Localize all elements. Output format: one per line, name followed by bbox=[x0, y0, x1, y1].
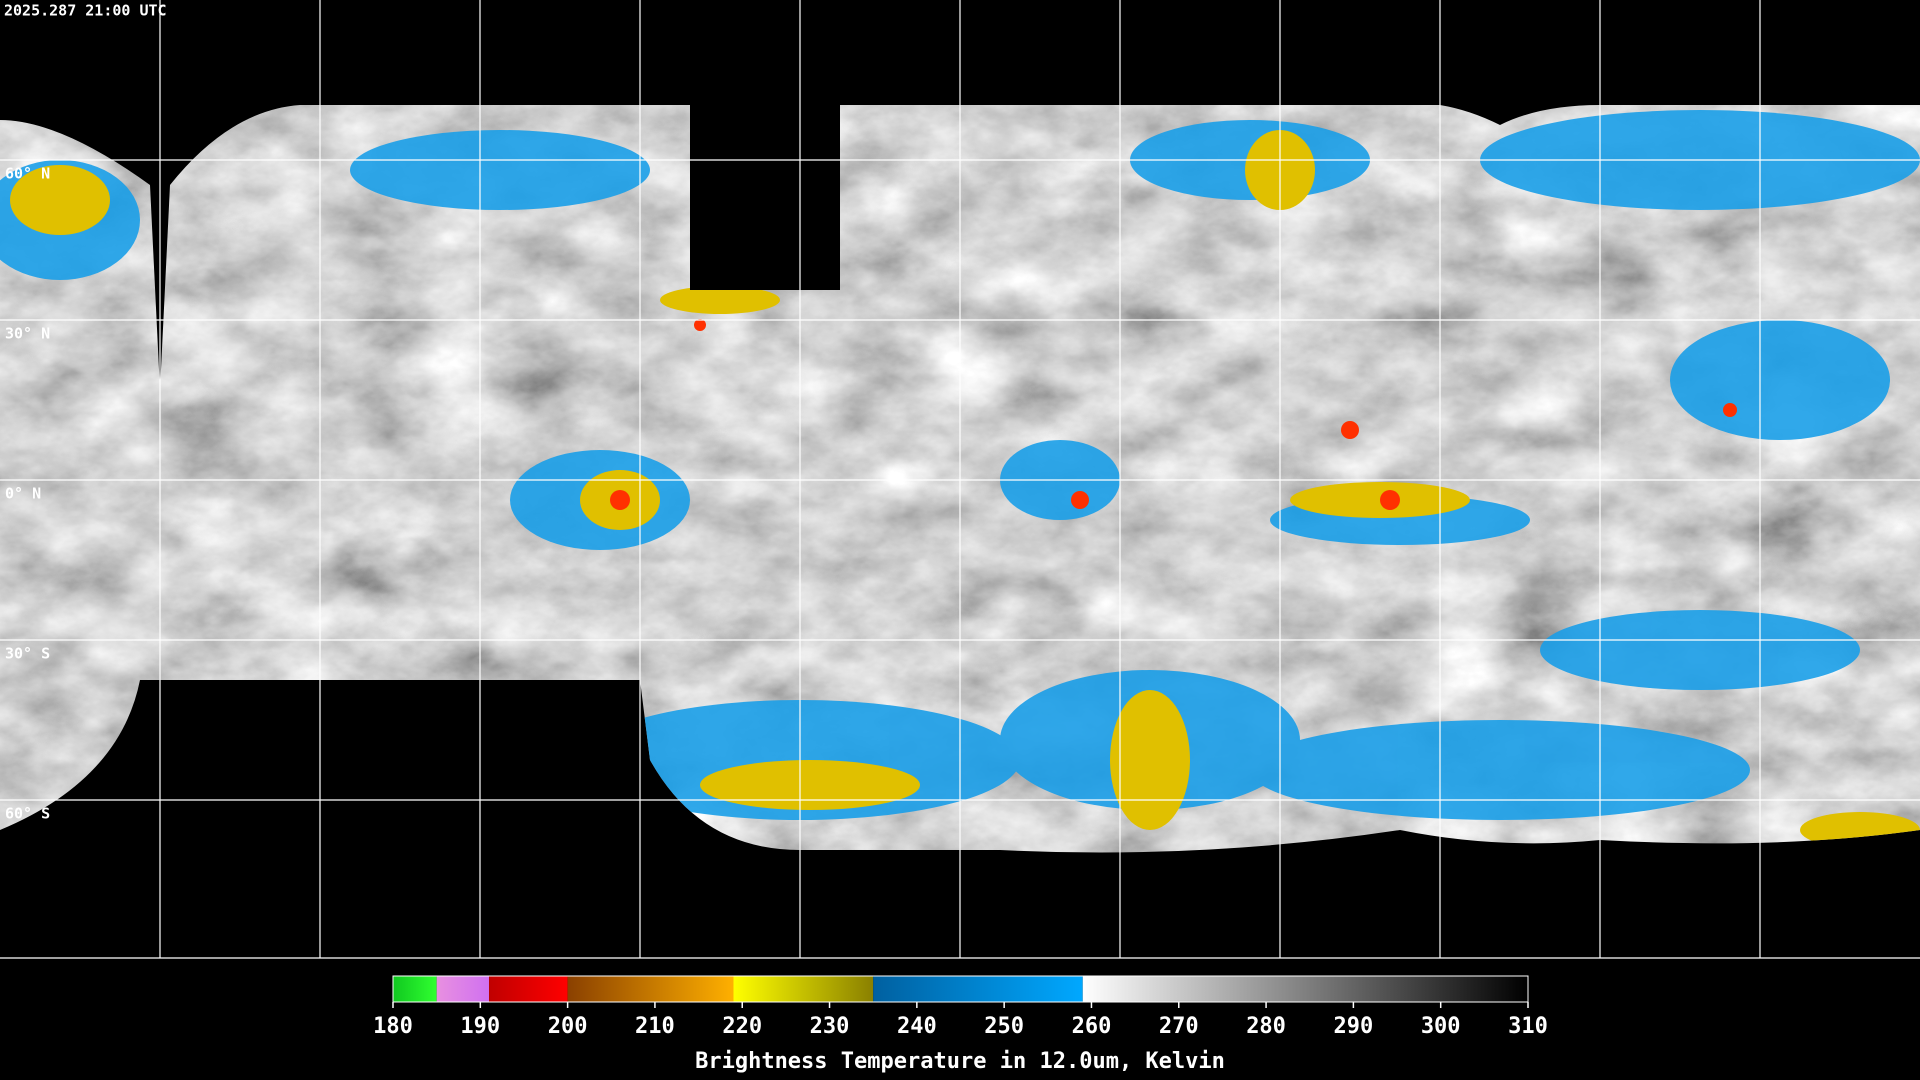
colorbar-tick-label: 180 bbox=[373, 1014, 413, 1039]
colorbar-label: Brightness Temperature in 12.0um, Kelvin bbox=[695, 1049, 1225, 1074]
latitude-label: 30° N bbox=[5, 325, 50, 343]
colorbar: 180 190 200 210 220 230 240 250 260 270 280 290 300 3… bbox=[373, 975, 1548, 1039]
colorbar-frame bbox=[392, 975, 1529, 1003]
colorbar-tick-label: 260 bbox=[1072, 1014, 1112, 1039]
latitude-label: 30° S bbox=[5, 645, 50, 663]
colorbar-segment bbox=[489, 976, 568, 1002]
deep-convection bbox=[610, 319, 1737, 510]
latitude-labels: 60° N 30° N 0° N 30° S 60° S bbox=[5, 165, 50, 823]
colorbar-segment bbox=[733, 976, 874, 1002]
colorbar-tick-label: 310 bbox=[1508, 1014, 1548, 1039]
colorbar-segment bbox=[393, 976, 437, 1002]
colorbar-tick-label: 240 bbox=[897, 1014, 937, 1039]
colorbar-segment bbox=[436, 976, 490, 1002]
latitude-label: 0° N bbox=[5, 485, 41, 503]
timestamp: 2025.287 21:00 UTC bbox=[4, 2, 167, 20]
colorbar-tick-label: 270 bbox=[1159, 1014, 1199, 1039]
colorbar-segment bbox=[567, 976, 734, 1002]
latitude-label: 60° S bbox=[5, 805, 50, 823]
colorbar-segment bbox=[1082, 976, 1528, 1002]
colorbar-tick-label: 300 bbox=[1421, 1014, 1461, 1039]
colorbar-tick-label: 190 bbox=[460, 1014, 500, 1039]
colorbar-tick-label: 210 bbox=[635, 1014, 675, 1039]
colorbar-tick-label: 290 bbox=[1334, 1014, 1374, 1039]
colorbar-segment bbox=[873, 976, 1083, 1002]
colorbar-tick-label: 280 bbox=[1246, 1014, 1286, 1039]
colorbar-tick-label: 200 bbox=[548, 1014, 588, 1039]
graticule bbox=[0, 0, 1920, 959]
colorbar-tick-label: 230 bbox=[810, 1014, 850, 1039]
colorbar-tick-label: 220 bbox=[722, 1014, 762, 1039]
colorbar-tick-label: 250 bbox=[984, 1014, 1024, 1039]
latitude-label: 60° N bbox=[5, 165, 50, 183]
